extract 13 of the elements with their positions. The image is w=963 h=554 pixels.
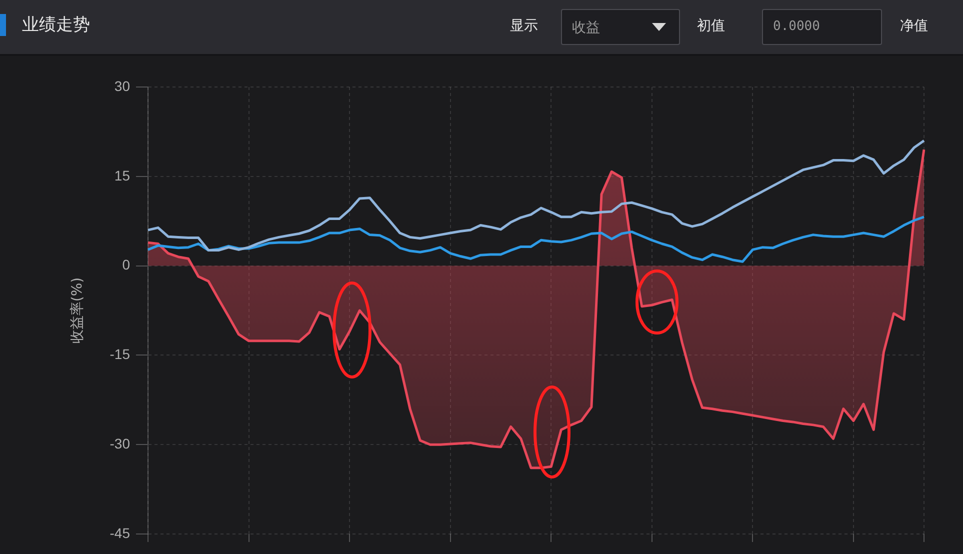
y-tick-label: 30 — [114, 78, 130, 94]
y-tick-label: 15 — [114, 167, 130, 184]
text-field[interactable]: 0.0000 — [762, 9, 882, 45]
y-tick-label: -30 — [110, 435, 130, 452]
y-axis-title: 收益率(%) — [70, 277, 86, 344]
dropdown-field[interactable]: 收益 — [561, 9, 680, 45]
y-tick-label: -15 — [110, 346, 130, 362]
text: 净值 — [900, 17, 928, 35]
text: 初值 — [697, 17, 725, 35]
text: 显示 — [510, 17, 538, 35]
y-tick-label: 0 — [122, 256, 130, 273]
y-tick-label: -45 — [110, 524, 130, 541]
chart-title: 业绩走势 — [22, 14, 90, 36]
